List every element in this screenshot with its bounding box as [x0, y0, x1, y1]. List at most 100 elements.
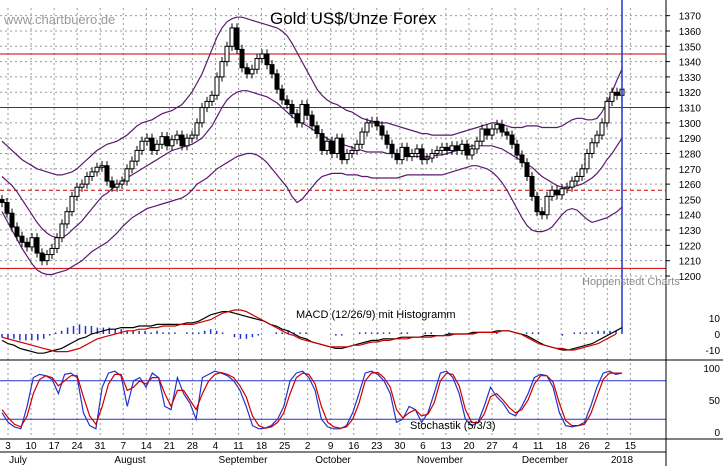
candle-body	[459, 143, 465, 151]
candle-body	[384, 134, 390, 145]
month-label: September	[219, 455, 269, 466]
candle-body	[174, 134, 180, 141]
candle-body	[119, 180, 125, 185]
date-tick-label: 17	[49, 441, 61, 452]
candle-body	[244, 67, 250, 75]
candle-body	[59, 223, 65, 239]
bollinger-upper-line	[1, 16, 623, 176]
candle-body	[39, 252, 45, 262]
candle-body	[329, 140, 335, 154]
candle-body	[239, 48, 245, 69]
candle-body	[549, 189, 555, 197]
price-axis-tick-label: 1220	[679, 241, 702, 252]
candle-body	[0, 198, 5, 203]
candle-body	[194, 122, 200, 136]
date-tick-label: 26	[579, 441, 591, 452]
candle-body	[399, 146, 405, 161]
date-tick-label: 11	[233, 441, 244, 452]
date-tick-label: 20	[463, 441, 475, 452]
macd-title: MACD (12/26/9) mit Histogramm	[296, 309, 456, 321]
price-axis-tick-label: 1270	[679, 165, 702, 176]
price-axis-tick-label: 1370	[679, 12, 702, 23]
candle-body	[19, 235, 25, 243]
macd-axis-tick-label: -10	[706, 346, 721, 357]
candle-body	[374, 120, 380, 127]
candle-body	[524, 162, 530, 177]
month-label: December	[522, 455, 569, 466]
candle-body	[304, 103, 310, 116]
candle-body	[364, 122, 370, 133]
candle-body	[379, 125, 385, 136]
date-tick-label: 28	[187, 441, 199, 452]
date-tick-label: 7	[120, 441, 126, 452]
candle-body	[274, 73, 280, 90]
price-axis-tick-label: 1210	[679, 257, 702, 268]
candle-body	[14, 226, 20, 237]
date-tick-label: 27	[486, 441, 498, 452]
price-axis-tick-label: 1320	[679, 88, 702, 99]
candle-body	[259, 53, 265, 60]
candle-body	[69, 195, 75, 213]
month-label: July	[9, 455, 27, 466]
candle-body	[359, 131, 365, 145]
macd-panel	[1, 0, 623, 354]
candle-body	[434, 149, 440, 154]
candle-body	[344, 152, 350, 161]
candle-body	[449, 145, 455, 151]
candle-body	[579, 168, 585, 177]
candle-body	[99, 165, 105, 168]
candle-body	[589, 142, 595, 154]
date-tick-label: 9	[328, 441, 334, 452]
candle-body	[49, 247, 55, 256]
date-tick-label: 13	[440, 441, 452, 452]
candle-body	[554, 189, 560, 196]
candle-body	[409, 152, 415, 158]
candle-body	[254, 58, 260, 70]
candle-body	[234, 27, 240, 50]
stochastic-axis-tick-label: 100	[703, 364, 720, 375]
bollinger-lower-line	[1, 152, 623, 276]
candle-body	[89, 171, 95, 177]
candle-body	[34, 237, 40, 254]
candle-body	[484, 128, 490, 136]
candle-body	[394, 152, 400, 161]
date-tick-label: 14	[141, 441, 153, 452]
watermark-text: www.chartbuero.de	[3, 12, 115, 27]
date-tick-label: 23	[371, 441, 383, 452]
candle-body	[309, 114, 315, 127]
candle-body	[4, 201, 10, 214]
candle-body	[369, 120, 375, 124]
candle-body	[609, 91, 615, 102]
candle-body	[124, 168, 130, 182]
price-axis-tick-label: 1250	[679, 195, 702, 206]
price-axis-tick-label: 1330	[679, 73, 702, 84]
candle-body	[79, 183, 85, 188]
date-tick-label: 3	[5, 441, 11, 452]
candle-body	[474, 140, 480, 150]
macd-axis-tick-label: 10	[709, 314, 721, 325]
candle-body	[519, 154, 525, 164]
chart-title: Gold US$/Unze Forex	[270, 9, 437, 28]
date-tick-label: 4	[213, 441, 219, 452]
stochastic-title: Stochastik (5/3/3)	[410, 420, 496, 432]
price-axis-tick-label: 1350	[679, 42, 702, 53]
month-label: November	[417, 455, 464, 466]
stochastic-d-line	[1, 371, 622, 429]
date-tick-label: 31	[95, 441, 107, 452]
price-axis-tick-label: 1290	[679, 134, 702, 145]
candle-body	[604, 100, 610, 124]
candle-body	[104, 165, 110, 182]
candle-body	[404, 146, 410, 158]
source-label: Hoppenstedt Charts	[582, 276, 680, 288]
candle-body	[64, 211, 70, 225]
candle-body	[134, 149, 140, 162]
date-tick-label: 18	[256, 441, 268, 452]
price-panel	[0, 16, 666, 276]
candle-body	[204, 100, 210, 109]
candle-body	[504, 131, 510, 136]
candle-body	[339, 137, 345, 161]
candle-body	[179, 134, 185, 147]
candle-body	[219, 61, 225, 78]
